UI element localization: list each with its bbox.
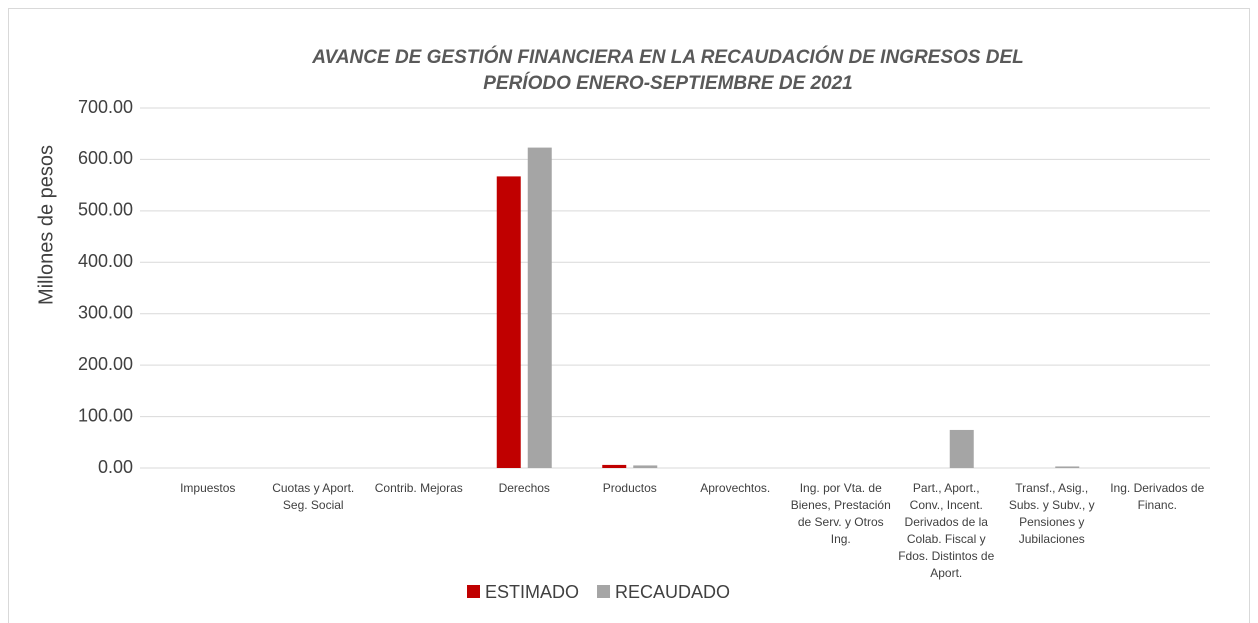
bar: [949, 429, 974, 468]
legend-label: ESTIMADO: [485, 582, 579, 602]
x-tick-label: Derechos: [499, 481, 550, 495]
bar: [602, 464, 627, 468]
x-tick-label: Cuotas y Aport. Seg. Social: [272, 481, 354, 512]
y-tick-label: 100.00: [78, 405, 133, 425]
bar: [527, 147, 552, 468]
x-tick-label: Ing. por Vta. de Bienes, Prestación de Ser…: [791, 481, 891, 546]
y-tick-label: 400.00: [78, 251, 133, 271]
x-tick-label: Transf., Asig., Subs. y Subv., y Pensiones…: [1009, 481, 1095, 546]
y-tick-label: 700.00: [78, 97, 133, 117]
y-axis-title: Millones de pesos: [35, 145, 57, 305]
legend-swatch: [597, 585, 611, 598]
x-tick-label: Ing. Derivados de Financ.: [1110, 481, 1204, 512]
chart-frame: [8, 8, 1250, 623]
chart-title: AVANCE DE GESTIÓN FINANCIERA EN LA RECAU…: [311, 46, 1024, 68]
y-tick-label: 300.00: [78, 302, 133, 322]
x-tick-label: Contrib. Mejoras: [375, 481, 463, 495]
bar: [496, 176, 521, 468]
y-tick-label: 0.00: [98, 457, 133, 477]
y-tick-label: 500.00: [78, 200, 133, 220]
legend-swatch: [467, 585, 480, 598]
x-tick-label: Part., Aport., Conv., Incent. Derivados de…: [898, 481, 994, 580]
x-tick-label: Productos: [603, 481, 657, 495]
x-tick-label: Aprovechtos.: [700, 481, 770, 495]
bar: [1055, 466, 1080, 468]
bar: [633, 465, 658, 468]
chart-title: PERÍODO ENERO-SEPTIEMBRE DE 2021: [483, 72, 853, 94]
legend-label: RECAUDADO: [615, 582, 730, 602]
y-tick-label: 200.00: [78, 354, 133, 374]
x-tick-label: Impuestos: [180, 481, 235, 495]
y-tick-label: 600.00: [78, 148, 133, 168]
